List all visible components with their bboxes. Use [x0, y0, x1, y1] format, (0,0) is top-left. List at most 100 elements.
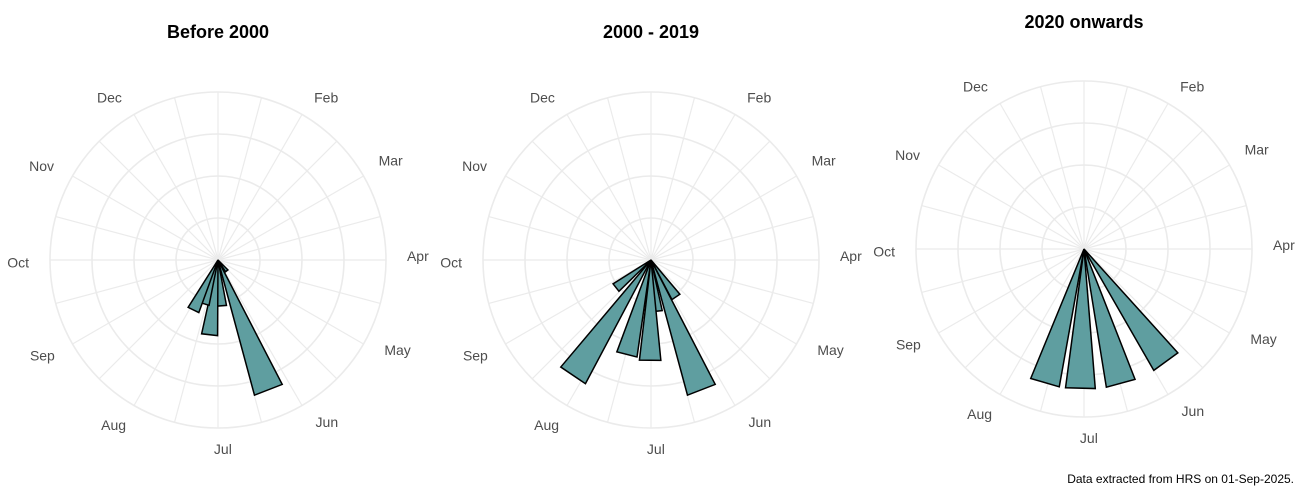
- month-label-jun: Jun: [316, 414, 339, 430]
- month-label-jun: Jun: [1182, 403, 1205, 419]
- grid-spoke: [650, 259, 797, 345]
- month-labels: Feb Mar Apr May Jun Jul Aug Sep Oct Nov Dec: [440, 89, 862, 457]
- month-label-oct: Oct: [873, 243, 895, 259]
- grid-spoke: [606, 97, 652, 261]
- grid-spoke: [72, 259, 219, 345]
- grid-spoke: [1083, 103, 1169, 250]
- month-label-dec: Dec: [963, 78, 988, 94]
- month-label-feb: Feb: [1180, 78, 1204, 94]
- grid-spoke: [55, 215, 219, 261]
- grid-spoke: [98, 259, 219, 380]
- grid-spoke: [1083, 248, 1230, 334]
- panel-before-2000: Feb Mar Apr May Jun Jul Aug Sep Oct Nov Dec Before…: [7, 22, 429, 457]
- month-label-dec: Dec: [530, 89, 555, 105]
- month-label-dec: Dec: [97, 89, 122, 105]
- polar-bar-4: [638, 259, 662, 362]
- grid-spoke: [938, 164, 1085, 250]
- polar-bar-6: [559, 259, 652, 385]
- grid-spoke: [938, 248, 1085, 334]
- polar-bar-7: [611, 259, 652, 293]
- grid-spoke: [217, 175, 364, 261]
- polar-bar-4: [1029, 248, 1085, 388]
- grid-spoke: [173, 97, 219, 261]
- polar-bar-5: [615, 259, 652, 358]
- month-labels: Feb Mar Apr May Jun Jul Aug Sep Oct Nov Dec: [7, 89, 429, 457]
- polar-bars: [1029, 248, 1179, 390]
- month-labels: Feb Mar Apr May Jun Jul Aug Sep Oct Nov Dec: [873, 78, 1295, 446]
- grid-spoke: [1083, 248, 1247, 294]
- grid-spoke: [217, 215, 381, 261]
- month-label-mar: Mar: [1245, 141, 1269, 157]
- month-label-nov: Nov: [29, 158, 54, 174]
- grid-spoke: [999, 103, 1085, 250]
- grid-spoke: [488, 215, 652, 261]
- data-source-caption: Data extracted from HRS on 01-Sep-2025.: [1067, 472, 1294, 486]
- panel-title: 2000 - 2019: [603, 22, 699, 42]
- grid-spoke: [217, 259, 338, 380]
- month-label-jul: Jul: [1080, 430, 1098, 446]
- month-label-nov: Nov: [895, 147, 920, 163]
- grid-spoke: [650, 259, 814, 305]
- grid-spoke: [921, 248, 1085, 294]
- month-label-jun: Jun: [749, 414, 772, 430]
- grid-spoke: [488, 259, 652, 305]
- grid-spoke: [72, 175, 219, 261]
- month-label-jul: Jul: [647, 441, 665, 457]
- grid-spoke: [964, 129, 1085, 250]
- grid-spoke: [1083, 86, 1129, 250]
- panel-title: Before 2000: [167, 22, 269, 42]
- grid-spoke: [1083, 248, 1204, 369]
- month-label-aug: Aug: [967, 406, 992, 422]
- polar-bars: [559, 259, 717, 397]
- polar-bar-2: [1083, 248, 1137, 389]
- grid-spoke: [217, 259, 381, 305]
- grid-spoke: [1083, 164, 1230, 250]
- month-label-jul: Jul: [214, 441, 232, 457]
- month-label-mar: Mar: [812, 152, 836, 168]
- grid-spoke: [1039, 86, 1085, 250]
- grid-spoke: [505, 175, 652, 261]
- grid-spoke: [650, 97, 696, 261]
- month-label-feb: Feb: [314, 89, 338, 105]
- month-label-apr: Apr: [1273, 237, 1295, 253]
- polar-bar-2: [650, 259, 717, 397]
- month-label-aug: Aug: [534, 417, 559, 433]
- month-label-aug: Aug: [101, 417, 126, 433]
- grid-spoke: [650, 259, 771, 380]
- grid-spoke: [566, 114, 652, 261]
- grid-spoke: [964, 248, 1085, 369]
- month-label-nov: Nov: [462, 158, 487, 174]
- grid-spoke: [650, 175, 797, 261]
- panel-2000-2019: Feb Mar Apr May Jun Jul Aug Sep Oct Nov Dec 2000 -…: [440, 22, 862, 457]
- grid-spoke: [650, 114, 736, 261]
- grid-spoke: [999, 248, 1085, 395]
- grid-spoke: [217, 114, 303, 261]
- grid-spoke: [217, 259, 364, 345]
- month-label-oct: Oct: [440, 254, 462, 270]
- grid-spoke: [1083, 204, 1247, 250]
- month-label-apr: Apr: [407, 248, 429, 264]
- grid-spoke: [505, 259, 652, 345]
- month-label-may: May: [1250, 331, 1276, 347]
- grid-spoke: [650, 140, 771, 261]
- polar-bar-6: [187, 259, 219, 314]
- month-label-mar: Mar: [379, 152, 403, 168]
- grid-spoke: [217, 97, 263, 261]
- grid-spoke: [217, 140, 338, 261]
- grid-spoke: [1083, 129, 1204, 250]
- month-label-oct: Oct: [7, 254, 29, 270]
- grid-spoke: [921, 204, 1085, 250]
- grid-spoke: [531, 140, 652, 261]
- grid-spoke: [55, 259, 219, 305]
- grid-spoke: [217, 259, 303, 406]
- polar-bar-2: [217, 259, 284, 397]
- panel-2020-onwards: Feb Mar Apr May Jun Jul Aug Sep Oct Nov Dec 2020 o…: [873, 12, 1295, 446]
- polar-bars: [187, 259, 284, 397]
- polar-grid: [49, 91, 387, 429]
- month-label-may: May: [384, 342, 410, 358]
- grid-spoke: [98, 140, 219, 261]
- month-label-sep: Sep: [30, 347, 55, 363]
- month-label-apr: Apr: [840, 248, 862, 264]
- month-label-sep: Sep: [463, 347, 488, 363]
